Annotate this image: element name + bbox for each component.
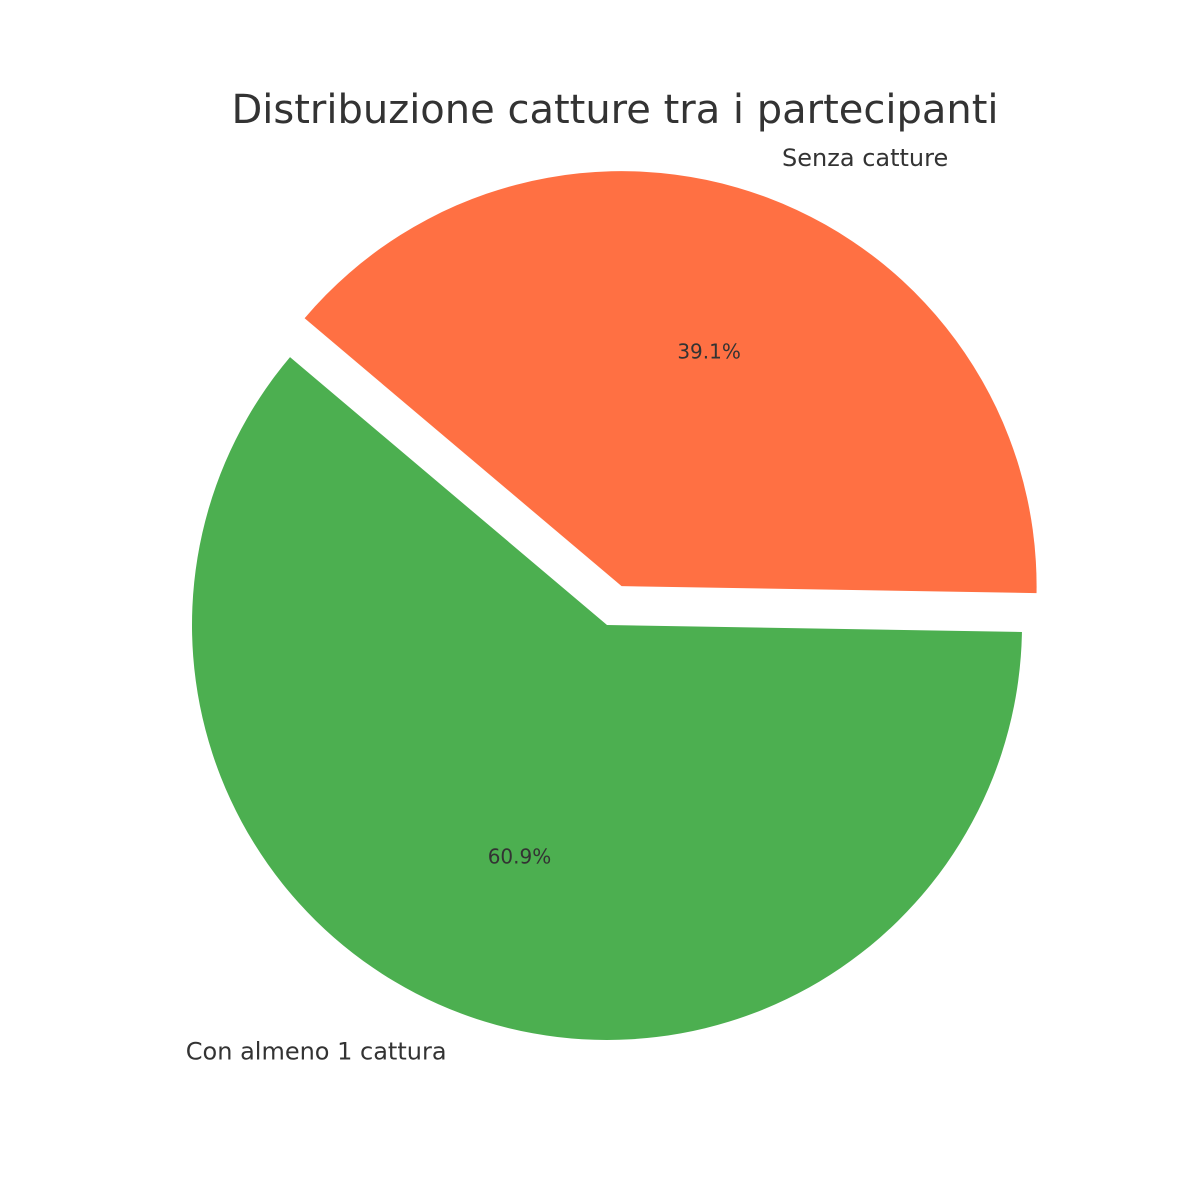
value-label: 39.1% bbox=[677, 340, 741, 364]
pie-slice bbox=[192, 357, 1022, 1040]
slice-label: Con almeno 1 cattura bbox=[186, 1037, 447, 1065]
value-label: 60.9% bbox=[488, 845, 552, 869]
slice-label: Senza catture bbox=[782, 144, 948, 172]
pie-slice bbox=[304, 171, 1037, 594]
chart-title: Distribuzione catture tra i partecipanti bbox=[231, 87, 998, 133]
